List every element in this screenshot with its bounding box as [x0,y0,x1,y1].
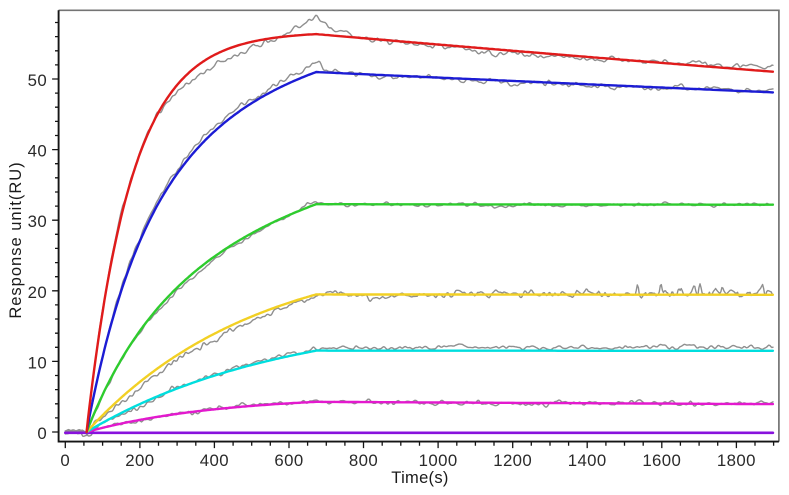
svg-text:10: 10 [28,353,47,372]
svg-text:40: 40 [28,142,47,161]
svg-text:400: 400 [200,451,229,470]
svg-text:Response unit(RU): Response unit(RU) [7,161,25,318]
svg-text:1600: 1600 [642,451,681,470]
svg-text:50: 50 [28,71,47,90]
svg-text:0: 0 [60,451,70,470]
svg-text:1000: 1000 [419,451,458,470]
svg-text:Time(s): Time(s) [391,469,448,487]
svg-text:1400: 1400 [568,451,607,470]
svg-text:20: 20 [28,283,47,302]
svg-text:0: 0 [37,424,47,443]
svg-text:200: 200 [125,451,154,470]
svg-text:800: 800 [349,451,378,470]
svg-text:30: 30 [28,212,47,231]
svg-text:1800: 1800 [717,451,756,470]
svg-text:600: 600 [274,451,303,470]
svg-text:1200: 1200 [493,451,532,470]
